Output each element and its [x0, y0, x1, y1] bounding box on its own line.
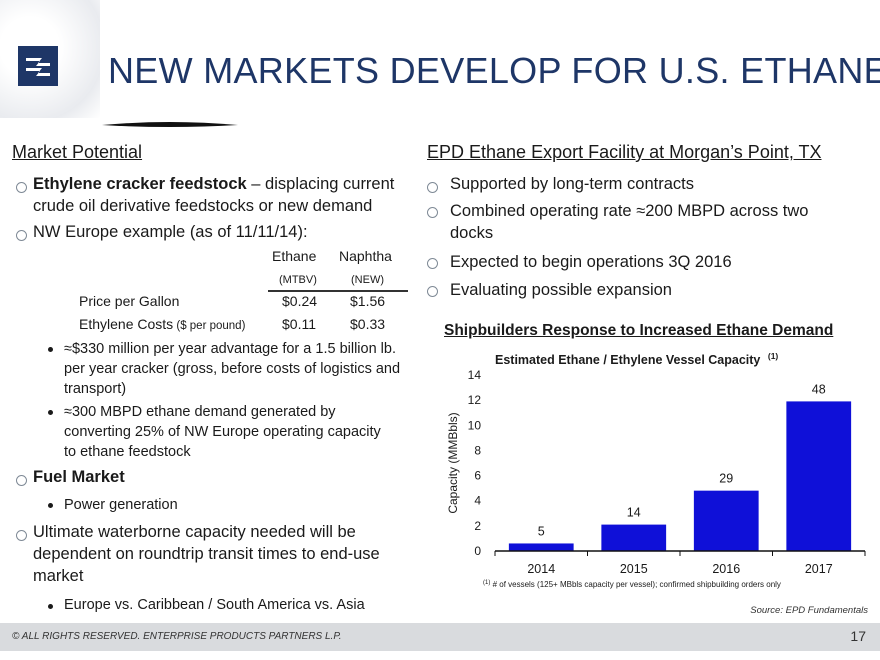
chart-section-heading: Shipbuilders Response to Increased Ethan… — [444, 322, 834, 339]
table-cell: $0.11 — [282, 316, 316, 332]
page-number: 17 — [850, 628, 866, 644]
y-tick-label: 2 — [474, 519, 481, 533]
bar-2017 — [786, 401, 852, 551]
sub-bullet-dot-icon — [48, 347, 53, 352]
table-cell: $0.24 — [282, 293, 318, 309]
footer-bar — [0, 623, 880, 651]
table-col-naphtha: Naphtha — [339, 248, 392, 264]
page-title: NEW MARKETS DEVELOP FOR U.S. ETHANE — [108, 50, 880, 91]
bullet-ring-icon — [427, 182, 438, 193]
table-row-label: Ethylene Costs ($ per pound) — [79, 316, 246, 332]
table-row-label: Price per Gallon — [79, 293, 180, 309]
table-divider — [268, 290, 408, 292]
table-col-ethane: Ethane — [272, 248, 317, 264]
data-label-2016: 29 — [719, 472, 733, 486]
sub-bullet-regions: Europe vs. Caribbean / South America vs.… — [64, 597, 365, 613]
logo-bolt-icon — [26, 58, 50, 76]
sub-bullet-dot-icon — [48, 503, 53, 508]
chart-footnote: (1) # of vessels (125+ MBbls capacity pe… — [483, 580, 781, 589]
data-label-2017: 48 — [812, 382, 826, 396]
bullet-fuel-market: Fuel Market — [33, 468, 125, 486]
vessel-capacity-chart: Estimated Ethane / Ethylene Vessel Capac… — [446, 351, 866, 589]
x-tick-label-2015: 2015 — [620, 562, 648, 576]
bar-2015 — [601, 524, 667, 551]
bullet-ring-icon — [16, 182, 27, 193]
chart-title: Estimated Ethane / Ethylene Vessel Capac… — [495, 351, 778, 367]
bullet-ring-icon — [427, 258, 438, 269]
x-tick-label-2017: 2017 — [805, 562, 833, 576]
bar-2016 — [693, 490, 759, 551]
bullet-ring-icon — [427, 207, 438, 218]
bullet-ring-icon — [16, 230, 27, 241]
sub-bullet-demand: ≈300 MBPD ethane demand generated by con… — [64, 404, 381, 460]
table-cell: $1.56 — [350, 293, 386, 309]
sub-bullet-dot-icon — [48, 410, 53, 415]
bar-2014 — [508, 543, 574, 551]
y-tick-label: 4 — [474, 494, 481, 508]
bullet-nw-europe: NW Europe example (as of 11/11/14): — [33, 223, 308, 241]
table-cell: $0.33 — [350, 316, 386, 332]
bullet-ring-icon — [16, 475, 27, 486]
bullet-cracker-feedstock: Ethylene cracker feedstock – displacing … — [33, 175, 395, 215]
source-note: Source: EPD Fundamentals — [750, 605, 868, 616]
table-col-naphtha-sub: (NEW) — [351, 274, 384, 286]
y-tick-label: 12 — [468, 393, 482, 407]
bullet-ring-icon — [427, 286, 438, 297]
y-tick-label: 8 — [474, 443, 481, 457]
data-label-2014: 5 — [538, 524, 545, 538]
y-tick-label: 6 — [474, 469, 481, 483]
bullet-operations: Expected to begin operations 3Q 2016 — [450, 253, 732, 271]
export-facility-heading: EPD Ethane Export Facility at Morgan’s P… — [427, 142, 822, 162]
table-col-ethane-sub: (MTBV) — [279, 274, 317, 286]
title-underline-swoosh — [102, 122, 238, 127]
y-tick-label: 14 — [468, 368, 482, 382]
copyright-text: © ALL RIGHTS RESERVED. ENTERPRISE PRODUC… — [12, 631, 342, 642]
y-axis-label: Capacity (MMBbls) — [446, 412, 460, 513]
y-tick-label: 0 — [474, 544, 481, 558]
x-tick-label-2016: 2016 — [712, 562, 740, 576]
x-tick-label-2014: 2014 — [527, 562, 555, 576]
bullet-expansion: Evaluating possible expansion — [450, 281, 672, 299]
bullet-ring-icon — [16, 530, 27, 541]
bullet-waterborne: Ultimate waterborne capacity needed will… — [33, 523, 380, 585]
y-tick-label: 10 — [468, 418, 482, 432]
bullet-contracts: Supported by long-term contracts — [450, 175, 694, 193]
bullet-operating-rate: Combined operating rate ≈200 MBPD across… — [450, 202, 809, 242]
data-label-2015: 14 — [627, 506, 641, 520]
company-logo — [18, 46, 58, 86]
sub-bullet-power: Power generation — [64, 497, 178, 513]
sub-bullet-advantage: ≈$330 million per year advantage for a 1… — [64, 341, 401, 397]
market-potential-heading: Market Potential — [12, 142, 143, 162]
sub-bullet-dot-icon — [48, 604, 53, 609]
